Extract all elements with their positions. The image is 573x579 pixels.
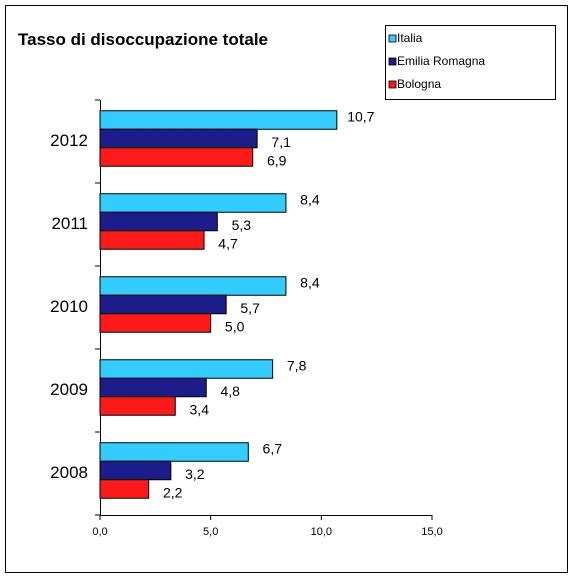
bar [99, 442, 249, 462]
value-label: 5,0 [225, 319, 245, 335]
bar [99, 128, 258, 149]
bar [99, 193, 287, 213]
x-tick-label: 15,0 [421, 526, 442, 538]
legend-swatch [388, 57, 397, 66]
value-label: 10,7 [347, 109, 374, 125]
bar [99, 211, 218, 232]
value-label: 3,2 [185, 466, 205, 482]
y-tick-label: 2011 [51, 214, 88, 233]
y-tick-label: 2012 [50, 131, 88, 150]
y-tick-label: 2010 [50, 297, 88, 316]
legend-swatch [388, 34, 397, 43]
bar [99, 479, 150, 499]
legend-label: Bologna [397, 77, 441, 91]
value-label: 2,2 [163, 485, 183, 501]
value-label: 7,8 [287, 358, 307, 374]
legend-label: Emilia Romagna [397, 54, 485, 68]
value-label: 6,7 [263, 441, 283, 457]
bar [99, 359, 274, 379]
value-label: 4,7 [218, 236, 238, 252]
bar [99, 313, 212, 333]
bar [99, 396, 176, 416]
bar [99, 460, 172, 481]
x-tick-label: 0,0 [92, 526, 107, 538]
bar [99, 377, 207, 398]
x-tick-label: 10,0 [311, 526, 332, 538]
value-label: 6,9 [267, 153, 287, 169]
legend-swatch [388, 80, 397, 89]
value-label: 3,4 [190, 402, 210, 418]
y-tick-label: 2009 [50, 380, 88, 399]
value-label: 8,4 [300, 192, 320, 208]
chart-title: Tasso di disoccupazione totale [18, 30, 269, 49]
bar [99, 110, 338, 130]
bar [99, 230, 205, 250]
frame-border [5, 5, 568, 573]
value-label: 5,3 [232, 217, 252, 233]
y-tick-label: 2008 [50, 463, 88, 482]
value-label: 8,4 [300, 275, 320, 291]
bar [99, 294, 227, 315]
legend-box [385, 25, 556, 100]
bar [99, 276, 287, 296]
x-tick-label: 5,0 [203, 526, 218, 538]
value-label: 7,1 [271, 134, 291, 150]
bar [99, 147, 254, 167]
legend-label: Italia [397, 31, 423, 45]
value-label: 5,7 [240, 300, 260, 316]
value-label: 4,8 [221, 383, 241, 399]
